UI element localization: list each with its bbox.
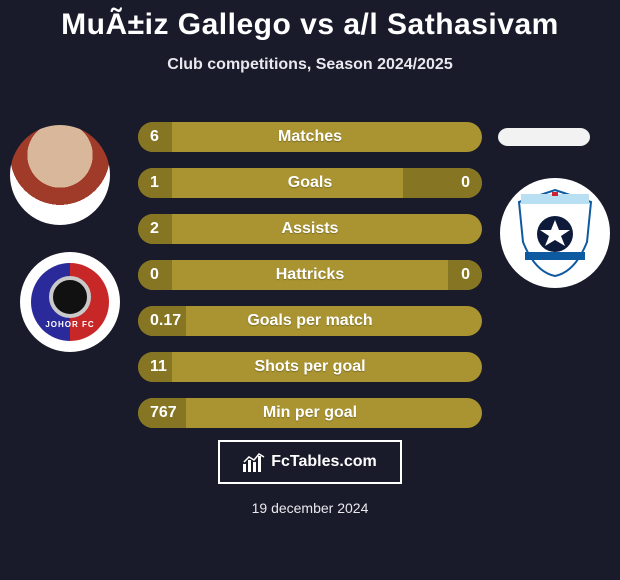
club-right-logo <box>500 178 610 288</box>
stat-label: Hattricks <box>138 260 482 290</box>
club-left-logo-inner: JOHOR FC <box>31 263 109 341</box>
club-left-logo: JOHOR FC <box>20 252 120 352</box>
player-right-avatar <box>498 128 590 146</box>
stat-row: 10Goals <box>138 168 482 198</box>
stat-row: 11Shots per goal <box>138 352 482 382</box>
stat-label: Assists <box>138 214 482 244</box>
footer-brand: FcTables.com <box>218 440 402 484</box>
stat-label: Min per goal <box>138 398 482 428</box>
stat-row: 00Hattricks <box>138 260 482 290</box>
player-left-avatar <box>10 125 110 225</box>
stat-label: Shots per goal <box>138 352 482 382</box>
stat-row: 6Matches <box>138 122 482 152</box>
comparison-card: MuÃ±iz Gallego vs a/l Sathasivam Club co… <box>0 0 620 580</box>
stat-row: 767Min per goal <box>138 398 482 428</box>
stat-label: Goals <box>138 168 482 198</box>
gear-icon <box>49 276 91 318</box>
stat-label: Matches <box>138 122 482 152</box>
page-title: MuÃ±iz Gallego vs a/l Sathasivam <box>0 0 620 42</box>
club-left-label: JOHOR FC <box>45 320 94 329</box>
date-text: 19 december 2024 <box>0 500 620 516</box>
stat-label: Goals per match <box>138 306 482 336</box>
stat-row: 0.17Goals per match <box>138 306 482 336</box>
shield-icon <box>515 188 595 278</box>
page-subtitle: Club competitions, Season 2024/2025 <box>0 56 620 74</box>
stat-row: 2Assists <box>138 214 482 244</box>
footer-brand-text: FcTables.com <box>271 453 377 471</box>
bar-chart-icon <box>243 452 265 472</box>
stats-container: 6Matches 10Goals 2Assists 00Hattricks 0.17Go… <box>138 122 482 444</box>
